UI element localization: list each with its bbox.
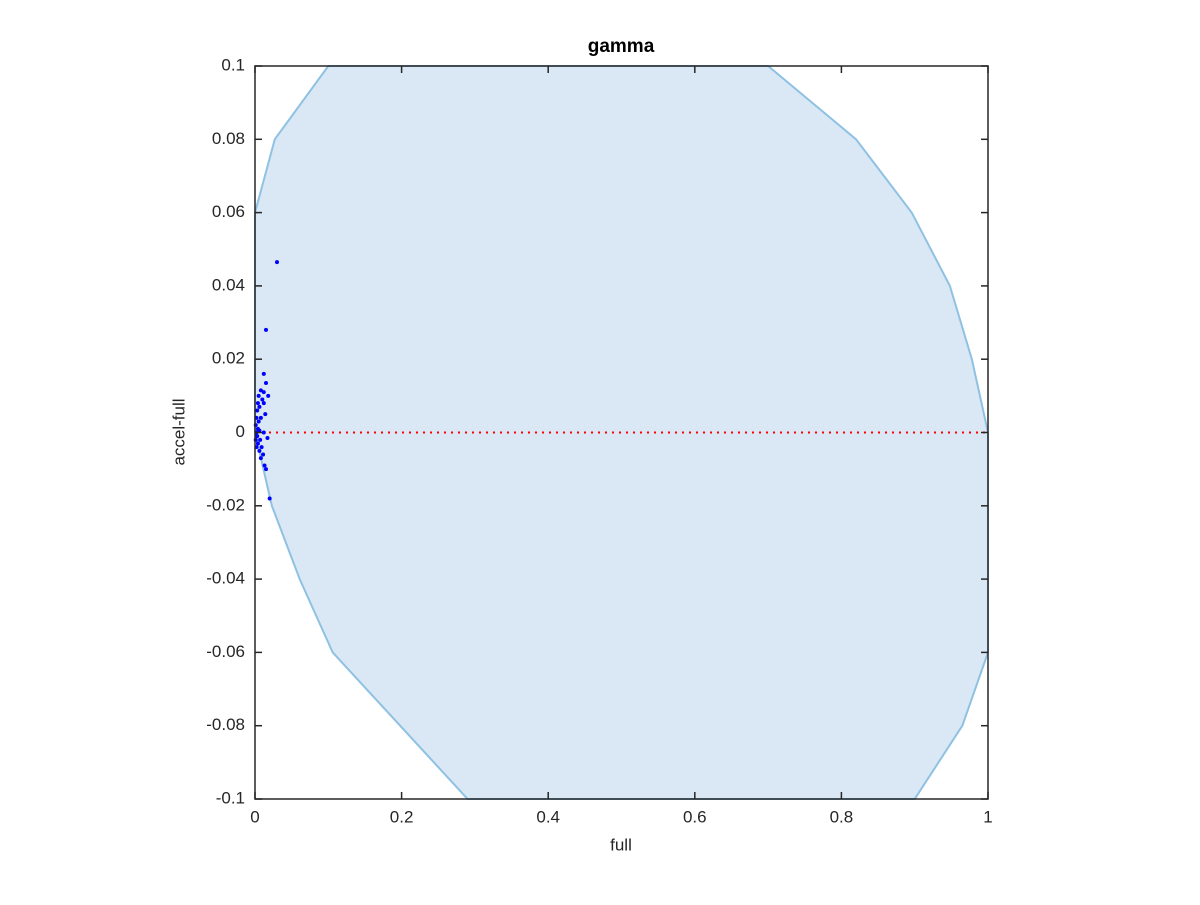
x-tick-label: 0.6 — [683, 807, 707, 826]
y-tick-label: -0.08 — [206, 715, 245, 734]
x-tick-label: 1 — [983, 807, 992, 826]
scatter-point — [257, 428, 262, 433]
scatter-point — [266, 393, 271, 398]
scatter-point — [261, 430, 266, 435]
scatter-point — [257, 404, 262, 409]
scatter-point — [258, 456, 263, 461]
y-tick-label: 0 — [236, 422, 245, 441]
scatter-point — [258, 388, 263, 393]
scatter-point — [260, 397, 265, 402]
chart-title: gamma — [588, 36, 655, 57]
scatter-point — [258, 415, 263, 420]
x-axis-label: full — [610, 835, 632, 854]
scatter-point — [261, 371, 266, 376]
scatter-point — [255, 401, 260, 406]
scatter-point — [255, 441, 260, 446]
scatter-point — [263, 467, 268, 472]
y-tick-label: -0.1 — [216, 788, 245, 807]
scatter-point — [263, 327, 268, 332]
scatter-point — [261, 401, 266, 406]
scatter-point — [255, 408, 260, 413]
scatter-point — [257, 448, 262, 453]
scatter-point — [261, 452, 266, 457]
scatter-point — [263, 412, 268, 417]
scatter-point — [255, 434, 260, 439]
y-tick-label: -0.02 — [206, 495, 245, 514]
y-axis-label: accel-full — [169, 398, 188, 465]
y-tick-label: -0.06 — [206, 642, 245, 661]
scatter-point — [256, 393, 261, 398]
x-tick-label: 0.8 — [830, 807, 854, 826]
scatter-point — [265, 435, 270, 440]
y-tick-label: 0.04 — [212, 275, 245, 294]
y-tick-label: 0.08 — [212, 129, 245, 148]
y-tick-label: 0.02 — [212, 349, 245, 368]
scatter-point — [258, 437, 263, 442]
x-tick-label: 0 — [250, 807, 259, 826]
scatter-point — [274, 260, 279, 265]
scatter-point — [267, 496, 272, 501]
y-tick-label: -0.04 — [206, 569, 245, 588]
scatter-point — [261, 390, 266, 395]
y-tick-label: 0.1 — [221, 55, 245, 74]
y-tick-label: 0.06 — [212, 202, 245, 221]
scatter-point — [262, 463, 267, 468]
scatter-point — [256, 419, 261, 424]
scatter-point — [259, 445, 264, 450]
x-tick-label: 0.2 — [390, 807, 414, 826]
scatter-point — [263, 381, 268, 386]
x-tick-label: 0.4 — [536, 807, 560, 826]
